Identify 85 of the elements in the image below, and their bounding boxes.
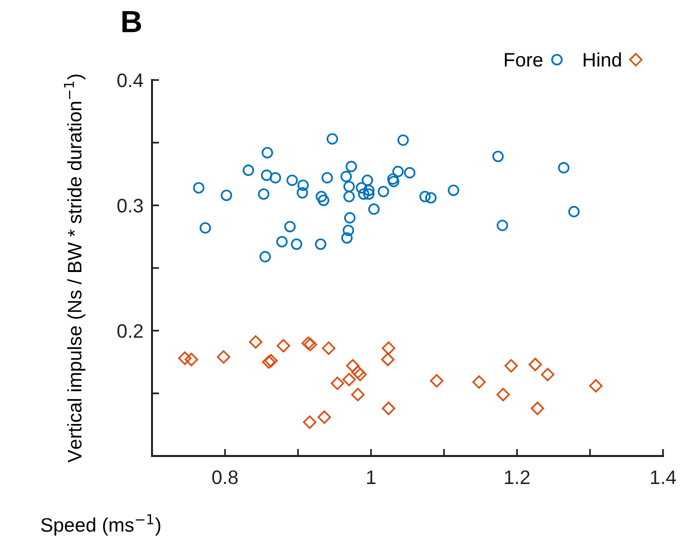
- x-tick-label: 1: [367, 470, 376, 484]
- point: [589, 379, 603, 393]
- point: [496, 388, 510, 402]
- point: [342, 372, 356, 386]
- point: [258, 188, 270, 200]
- point: [397, 134, 409, 146]
- point: [419, 190, 431, 202]
- point: [388, 176, 400, 188]
- chart-title: B: [122, 11, 142, 32]
- point: [322, 172, 333, 184]
- point: [363, 188, 375, 200]
- point: [448, 184, 460, 196]
- point: [248, 335, 262, 349]
- point: [290, 238, 302, 250]
- point: [193, 182, 204, 194]
- point: [302, 415, 316, 429]
- point: [242, 164, 254, 176]
- point: [326, 133, 338, 145]
- point: [378, 186, 390, 198]
- y-tick-label: 0.2: [117, 324, 143, 338]
- point: [363, 184, 375, 196]
- legend-label: Fore: [504, 53, 542, 67]
- point: [262, 146, 274, 158]
- point: [340, 170, 352, 182]
- point: [404, 167, 416, 178]
- point: [342, 224, 354, 236]
- point: [540, 368, 554, 382]
- point: [382, 341, 396, 355]
- point: [346, 160, 357, 172]
- point: [341, 232, 353, 244]
- point: [492, 150, 504, 162]
- x-tick-label: 1.4: [650, 470, 676, 484]
- point: [387, 173, 399, 185]
- point: [496, 220, 508, 232]
- point: [362, 174, 374, 186]
- point: [392, 166, 404, 178]
- point: [558, 162, 570, 174]
- point: [276, 338, 290, 352]
- point: [368, 203, 380, 215]
- point: [356, 182, 368, 194]
- point: [330, 376, 344, 390]
- point: [178, 352, 192, 365]
- point: [220, 190, 232, 202]
- point: [296, 187, 308, 198]
- point: [344, 212, 356, 224]
- point: [528, 358, 542, 372]
- point: [316, 190, 328, 202]
- point: [318, 194, 330, 206]
- point: [314, 238, 326, 250]
- point: [568, 206, 580, 218]
- point: [184, 352, 198, 366]
- point: [358, 188, 370, 200]
- point: [297, 180, 309, 191]
- point: [286, 174, 298, 186]
- point: [301, 336, 315, 350]
- x-tick-label: 1.2: [504, 470, 530, 484]
- point: [351, 365, 365, 379]
- point: [382, 402, 396, 416]
- point: [270, 172, 282, 184]
- point: [353, 368, 367, 382]
- point: [425, 192, 437, 204]
- point: [276, 236, 288, 248]
- x-axis-title: Speed (ms$^{−1}$): [41, 514, 160, 536]
- point: [530, 402, 544, 416]
- point: [284, 220, 296, 232]
- point: [216, 350, 230, 364]
- point: [472, 375, 486, 389]
- y-axis-title: Vertical impulse (Ns / BW * stride duration$^{−1}$): [64, 74, 86, 463]
- point: [430, 374, 444, 388]
- point: [260, 170, 272, 181]
- point: [259, 251, 271, 262]
- x-tick-label: 0.8: [212, 470, 238, 484]
- point: [346, 359, 360, 372]
- point: [200, 222, 211, 234]
- point: [381, 352, 395, 366]
- point: [343, 190, 355, 202]
- point: [318, 410, 332, 424]
- y-tick-label: 0.3: [117, 198, 143, 213]
- point: [504, 359, 518, 372]
- point: [304, 338, 318, 352]
- point: [351, 388, 365, 402]
- legend-label: Hind: [584, 52, 621, 67]
- y-tick-label: 0.4: [117, 73, 144, 88]
- point: [343, 180, 355, 192]
- point: [322, 341, 336, 355]
